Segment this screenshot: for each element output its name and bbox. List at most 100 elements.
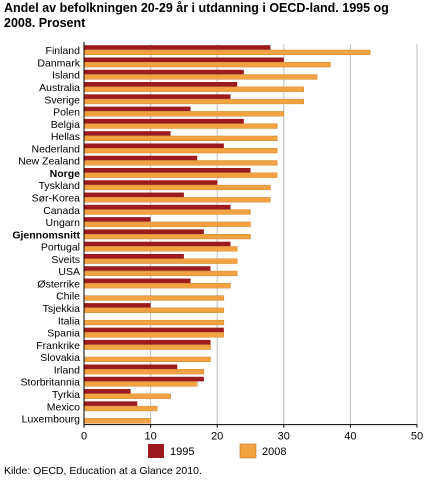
category-label: Tsjekkia xyxy=(43,303,81,315)
bar-2008 xyxy=(83,356,211,363)
category-label: Polen xyxy=(53,107,80,119)
x-tick-label: 40 xyxy=(344,431,356,443)
bar-2008 xyxy=(83,233,251,240)
bar-1995 xyxy=(84,131,171,136)
source-note: Kilde: OECD, Education at a Glance 2010. xyxy=(4,461,423,477)
bar-1995 xyxy=(84,278,191,284)
bar-1995 xyxy=(84,339,211,345)
bar-1995 xyxy=(84,266,211,271)
category-label: Slovakia xyxy=(40,352,80,364)
x-tick-label: 0 xyxy=(81,431,87,443)
bar-1995 xyxy=(84,94,231,99)
category-label: Sverige xyxy=(44,94,80,106)
bar-2008 xyxy=(83,148,278,154)
bar-2008 xyxy=(83,258,238,264)
bar-2008 xyxy=(83,418,151,424)
chart-title-line-2: 2008. Prosent xyxy=(4,16,86,30)
category-label: Sør-Korea xyxy=(32,193,81,205)
bar-2008 xyxy=(83,209,251,215)
bar-2008 xyxy=(83,135,278,141)
bar-2008 xyxy=(83,184,271,191)
bar-1995 xyxy=(84,106,191,112)
category-label: Portugal xyxy=(41,242,80,254)
category-label: New Zealand xyxy=(18,156,80,168)
bar-1995 xyxy=(84,376,204,382)
category-label: Australia xyxy=(39,82,80,94)
bar-2008 xyxy=(83,295,225,301)
category-label: Spania xyxy=(47,328,80,340)
bar-2008 xyxy=(83,270,238,277)
bar-1995 xyxy=(84,155,198,161)
bar-1995 xyxy=(84,253,184,259)
bar-2008 xyxy=(83,332,225,338)
category-label: Italia xyxy=(58,315,80,327)
category-label: Storbritannia xyxy=(20,377,80,389)
bar-1995 xyxy=(84,303,151,308)
category-label: Canada xyxy=(43,205,80,217)
bar-2008 xyxy=(83,98,304,105)
bar-2008 xyxy=(83,393,171,399)
category-label: Østerrike xyxy=(37,278,80,290)
bar-1995 xyxy=(84,229,204,234)
bar-1995 xyxy=(84,192,184,198)
bar-2008 xyxy=(83,62,331,68)
bar-2008 xyxy=(83,160,278,166)
legend-swatch-2008 xyxy=(239,443,257,459)
legend-label-2008: 2008 xyxy=(262,446,286,458)
bar-1995 xyxy=(84,82,238,87)
bar-1995 xyxy=(84,45,271,50)
chart-title-line-1: Andel av befolkningen 20-29 år i utdanni… xyxy=(4,1,389,15)
bar-2008 xyxy=(83,197,271,203)
bar-2008 xyxy=(83,74,318,80)
bar-1995 xyxy=(84,143,224,149)
bar-1995 xyxy=(84,69,244,75)
bar-1995 xyxy=(84,204,231,210)
category-label: Nederland xyxy=(32,143,81,155)
category-label: Frankrike xyxy=(36,340,80,352)
bar-1995 xyxy=(84,180,218,185)
x-tick-label: 30 xyxy=(278,431,290,443)
category-label: Norge xyxy=(50,168,80,180)
chart-title: Andel av befolkningen 20-29 år i utdanni… xyxy=(4,1,424,31)
x-tick-label: 50 xyxy=(411,431,423,443)
category-label: Danmark xyxy=(37,57,80,69)
x-tick-label: 10 xyxy=(144,431,156,443)
legend-swatch-1995 xyxy=(148,444,164,458)
bar-2008 xyxy=(83,123,278,129)
category-label: USA xyxy=(58,266,80,278)
bar-2008 xyxy=(83,319,225,326)
bar-2008 xyxy=(83,307,225,313)
bar-2008 xyxy=(83,111,285,117)
category-label: Mexico xyxy=(47,401,80,413)
category-label: Belgia xyxy=(51,119,80,131)
bar-2008 xyxy=(83,405,158,412)
bar-1995 xyxy=(84,389,131,394)
bar-2008 xyxy=(83,381,198,387)
bar-2008 xyxy=(83,246,238,252)
legend-label-1995: 1995 xyxy=(170,446,194,458)
bar-1995 xyxy=(84,118,244,124)
bar-2008 xyxy=(83,369,205,375)
category-label: Sveits xyxy=(51,254,80,266)
bar-1995 xyxy=(84,168,251,173)
category-label: Ungarn xyxy=(46,217,81,229)
category-label: Luxembourg xyxy=(22,414,81,426)
bar-2008 xyxy=(83,344,211,350)
category-label: Gjennomsnitt xyxy=(12,229,80,241)
bar-2008 xyxy=(83,86,304,92)
bar-1995 xyxy=(84,217,151,222)
bar-2008 xyxy=(83,283,231,289)
bar-1995 xyxy=(84,364,178,370)
category-label: Finland xyxy=(46,45,81,57)
bar-1995 xyxy=(84,401,138,406)
bar-2008 xyxy=(83,221,251,227)
bar-1995 xyxy=(84,327,224,333)
category-label: Irland xyxy=(54,364,80,376)
category-label: Island xyxy=(52,70,80,82)
x-tick-label: 20 xyxy=(211,431,223,443)
bar-1995 xyxy=(84,57,284,63)
category-label: Hellas xyxy=(51,131,80,143)
category-label: Chile xyxy=(56,291,80,303)
bar-1995 xyxy=(84,241,231,247)
